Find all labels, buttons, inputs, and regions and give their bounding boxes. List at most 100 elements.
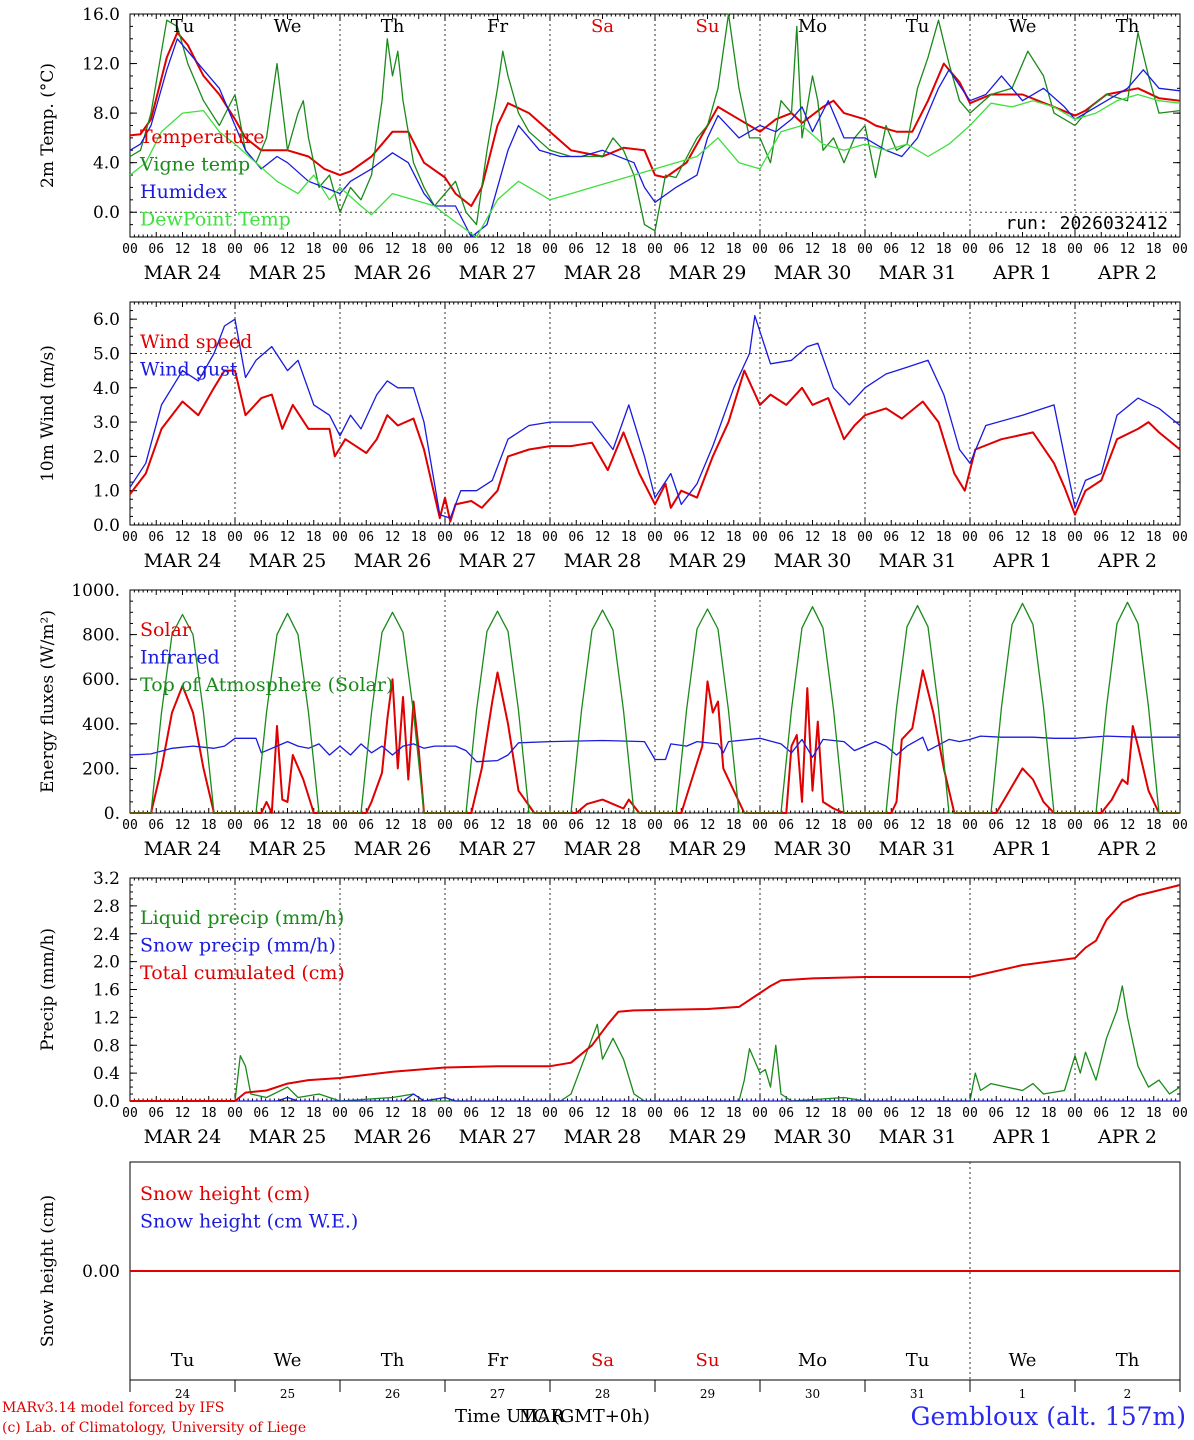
precip-hour-label: 06 <box>1093 1106 1109 1121</box>
energy-hour-label: 00 <box>647 818 663 833</box>
wind-date-label: MAR 28 <box>564 550 642 572</box>
precip-series-snow-precip-mm-h- <box>130 1093 1180 1102</box>
precip-hour-label: 18 <box>726 1106 742 1121</box>
temperature-hour-label: 12 <box>175 242 191 257</box>
wind-y-tick-label: 3.0 <box>93 413 120 433</box>
temperature-hour-label: 18 <box>1041 242 1057 257</box>
energy-hour-label: 00 <box>542 818 558 833</box>
temperature-weekday-label: Sa <box>591 16 614 37</box>
energy-y-tick-label: 400. <box>82 715 120 735</box>
energy-hour-label: 18 <box>201 818 217 833</box>
precip-y-tick-label: 1.6 <box>93 981 120 1001</box>
snow-y-tick-label: 0.00 <box>82 1262 120 1282</box>
wind-hour-label: 00 <box>857 530 873 545</box>
energy-hour-label: 12 <box>700 818 716 833</box>
temperature-weekday-label: Tu <box>906 16 930 37</box>
precip-hour-label: 12 <box>1120 1106 1136 1121</box>
wind-hour-label: 06 <box>988 530 1004 545</box>
temperature-hour-label: 06 <box>148 242 164 257</box>
snow-weekday-label: We <box>1009 1350 1037 1371</box>
snow-weekday-label: Mo <box>798 1350 827 1371</box>
energy-hour-label: 18 <box>306 818 322 833</box>
energy-y-axis-label: Energy fluxes (W/m²) <box>38 610 58 793</box>
precip-hour-label: 00 <box>437 1106 453 1121</box>
temperature-date-label: MAR 26 <box>354 262 432 284</box>
temperature-hour-label: 12 <box>805 242 821 257</box>
precip-hour-label: 00 <box>962 1106 978 1121</box>
temperature-hour-label: 00 <box>857 242 873 257</box>
precip-hour-label: 00 <box>647 1106 663 1121</box>
wind-hour-label: 06 <box>673 530 689 545</box>
energy-date-label: MAR 26 <box>354 838 432 860</box>
precip-hour-label: 06 <box>463 1106 479 1121</box>
precip-date-label: MAR 27 <box>459 1126 537 1148</box>
precip-hour-label: 12 <box>385 1106 401 1121</box>
precip-hour-label: 18 <box>621 1106 637 1121</box>
temperature-hour-label: 06 <box>463 242 479 257</box>
precip-y-axis-label: Precip (mm/h) <box>38 928 58 1051</box>
temperature-weekday-label: Th <box>381 16 405 37</box>
precip-hour-label: 06 <box>778 1106 794 1121</box>
wind-hour-label: 18 <box>201 530 217 545</box>
precip-hour-label: 00 <box>1172 1106 1188 1121</box>
lab-credit: (c) Lab. of Climatology, University of L… <box>2 1420 307 1436</box>
precip-hour-label: 18 <box>1146 1106 1162 1121</box>
energy-hour-label: 06 <box>988 818 1004 833</box>
temperature-hour-label: 00 <box>1172 242 1188 257</box>
precip-hour-label: 06 <box>673 1106 689 1121</box>
energy-hour-label: 12 <box>805 818 821 833</box>
precip-hour-label: 00 <box>122 1106 138 1121</box>
precip-hour-label: 06 <box>148 1106 164 1121</box>
temperature-series-dewpoint-temp <box>129 93 1181 238</box>
temperature-weekday-label: We <box>274 16 302 37</box>
energy-hour-label: 18 <box>411 818 427 833</box>
energy-date-label: APR 1 <box>992 838 1052 860</box>
wind-hour-label: 06 <box>463 530 479 545</box>
wind-hour-label: 00 <box>1172 530 1188 545</box>
wind-date-label: MAR 26 <box>354 550 432 572</box>
snow-weekday-label: Su <box>696 1350 720 1371</box>
precip-date-label: APR 2 <box>1097 1126 1157 1148</box>
energy-hour-label: 00 <box>962 818 978 833</box>
wind-y-tick-label: 4.0 <box>93 379 120 399</box>
temperature-y-tick-label: 4.0 <box>93 154 120 174</box>
precip-hour-label: 06 <box>883 1106 899 1121</box>
time-axis-label: Time UTC (GMT+0h) MAR <box>455 1406 650 1427</box>
temperature-hour-label: 12 <box>1015 242 1031 257</box>
temperature-hour-label: 12 <box>700 242 716 257</box>
energy-hour-label: 06 <box>463 818 479 833</box>
temperature-hour-label: 18 <box>516 242 532 257</box>
precip-hour-label: 12 <box>595 1106 611 1121</box>
wind-hour-label: 12 <box>175 530 191 545</box>
precip-hour-label: 18 <box>1041 1106 1057 1121</box>
temperature-y-axis-label: 2m Temp. (°C) <box>38 63 58 188</box>
precip-hour-label: 06 <box>568 1106 584 1121</box>
temperature-hour-label: 06 <box>778 242 794 257</box>
precip-hour-label: 00 <box>332 1106 348 1121</box>
precip-hour-label: 18 <box>831 1106 847 1121</box>
temperature-date-label: MAR 28 <box>564 262 642 284</box>
energy-hour-label: 12 <box>490 818 506 833</box>
energy-legend-item: Solar <box>140 619 192 641</box>
precip-y-tick-label: 2.0 <box>93 953 120 973</box>
precip-y-tick-label: 0.0 <box>93 1092 120 1112</box>
precip-y-tick-label: 2.8 <box>93 897 120 917</box>
precip-hour-label: 12 <box>1015 1106 1031 1121</box>
precip-hour-label: 06 <box>988 1106 1004 1121</box>
energy-hour-label: 18 <box>1146 818 1162 833</box>
precip-legend-item: Liquid precip (mm/h) <box>140 907 344 929</box>
energy-hour-label: 12 <box>175 818 191 833</box>
time-axis-overlap-text: MAR <box>519 1406 564 1427</box>
snow-weekday-label: Fr <box>487 1350 508 1371</box>
wind-hour-label: 12 <box>1120 530 1136 545</box>
location-label: Gembloux (alt. 157m) <box>910 1402 1186 1431</box>
snow-day-number: 28 <box>595 1387 610 1400</box>
energy-y-tick-label: 1000. <box>71 581 120 601</box>
model-credit: MARv3.14 model forced by IFS <box>2 1400 225 1416</box>
energy-date-label: MAR 29 <box>669 838 747 860</box>
temperature-hour-label: 00 <box>227 242 243 257</box>
precip-hour-label: 06 <box>253 1106 269 1121</box>
wind-series-wind-speed <box>129 369 1181 523</box>
wind-y-tick-label: 6.0 <box>93 310 120 330</box>
wind-hour-label: 00 <box>962 530 978 545</box>
